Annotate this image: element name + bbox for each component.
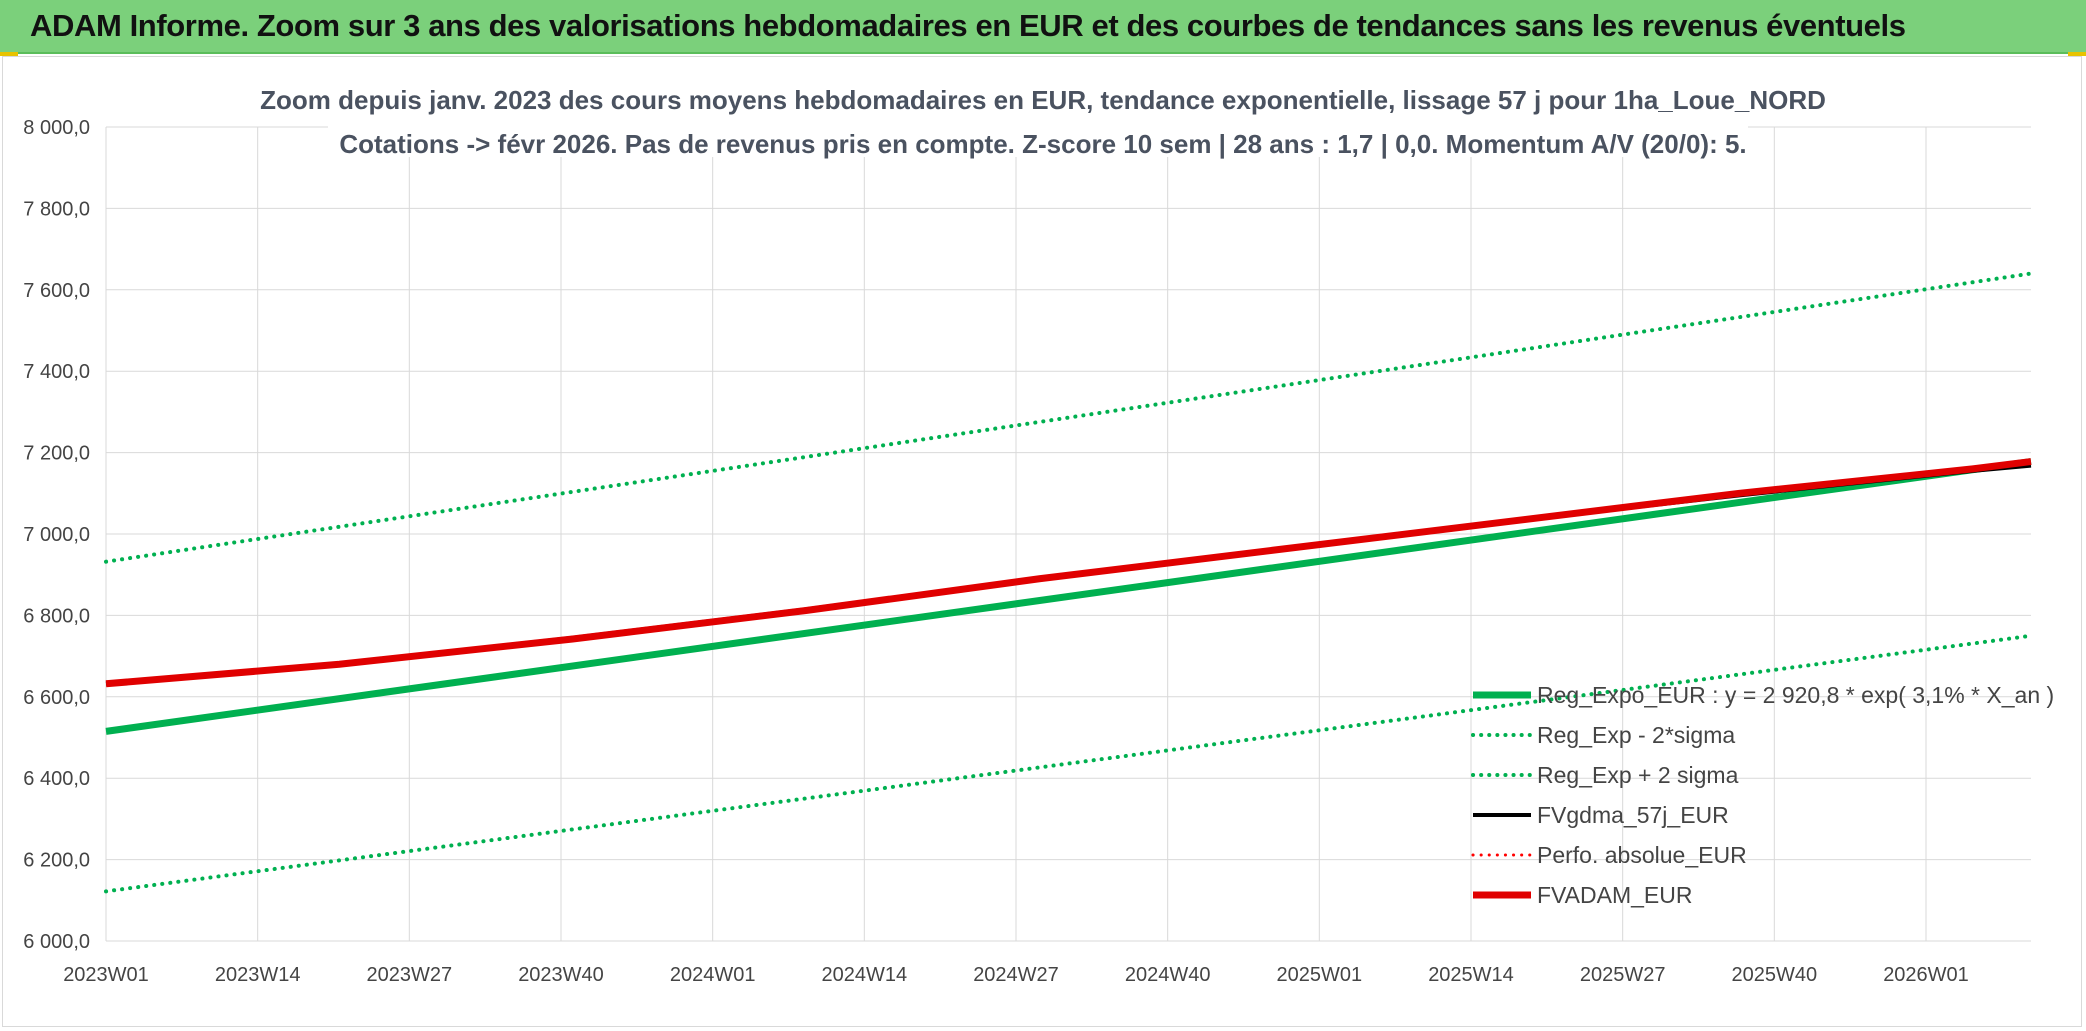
legend-label: FVgdma_57j_EUR xyxy=(1537,802,1729,828)
legend-label: FVADAM_EUR xyxy=(1537,882,1693,908)
y-tick-label: 6 400,0 xyxy=(23,768,90,790)
y-tick-label: 7 800,0 xyxy=(23,198,90,220)
corner-marker-left xyxy=(0,52,18,56)
x-tick-label: 2024W14 xyxy=(822,964,908,986)
legend-label: Reg_Expo_EUR : y = 2 920,8 * exp( 3,1% *… xyxy=(1537,682,2054,708)
x-tick-label: 2023W01 xyxy=(63,964,149,986)
x-tick-label: 2026W01 xyxy=(1883,964,1969,986)
legend-label: Reg_Exp - 2*sigma xyxy=(1537,722,1735,748)
x-tick-label: 2023W27 xyxy=(367,964,453,986)
x-tick-label: 2024W01 xyxy=(670,964,756,986)
x-tick-label: 2025W40 xyxy=(1732,964,1818,986)
title-background xyxy=(328,77,1748,157)
corner-marker-right xyxy=(2068,52,2086,56)
y-tick-label: 6 800,0 xyxy=(23,605,90,627)
series-line-2 xyxy=(104,271,2033,564)
y-tick-label: 7 200,0 xyxy=(23,443,90,465)
y-tick-label: 7 400,0 xyxy=(23,361,90,383)
y-tick-label: 6 200,0 xyxy=(23,850,90,872)
series-line-1 xyxy=(104,633,2033,894)
header-bar: ADAM Informe. Zoom sur 3 ans des valoris… xyxy=(0,0,2086,54)
series-line-0 xyxy=(105,458,2032,735)
chart-title: Zoom depuis janv. 2023 des cours moyens … xyxy=(260,85,1826,115)
x-tick-label: 2024W40 xyxy=(1125,964,1211,986)
chart-subtitle: Cotations -> févr 2026. Pas de revenus p… xyxy=(339,129,1746,159)
x-tick-label: 2024W27 xyxy=(973,964,1059,986)
y-tick-label: 7 600,0 xyxy=(23,280,90,302)
series-line-5 xyxy=(105,458,2032,688)
x-tick-label: 2025W14 xyxy=(1428,964,1514,986)
chart-area: 6 000,0 6 200,0 6 400,0 6 600,0 6 800,0 7 000… xyxy=(2,56,2082,1027)
line-chart: 6 000,0 6 200,0 6 400,0 6 600,0 6 800,0 7 000… xyxy=(23,77,2054,986)
legend-label: Reg_Exp + 2 sigma xyxy=(1537,762,1739,788)
report-title: ADAM Informe. Zoom sur 3 ans des valoris… xyxy=(30,8,1906,43)
x-tick-label: 2023W40 xyxy=(518,964,604,986)
x-tick-label: 2023W14 xyxy=(215,964,301,986)
legend-label: Perfo. absolue_EUR xyxy=(1537,842,1747,868)
y-tick-label: 7 000,0 xyxy=(23,524,90,546)
x-tick-label: 2025W27 xyxy=(1580,964,1666,986)
y-tick-label: 8 000,0 xyxy=(23,117,90,139)
x-tick-label: 2025W01 xyxy=(1277,964,1363,986)
y-tick-label: 6 000,0 xyxy=(23,931,90,953)
y-tick-label: 6 600,0 xyxy=(23,687,90,709)
